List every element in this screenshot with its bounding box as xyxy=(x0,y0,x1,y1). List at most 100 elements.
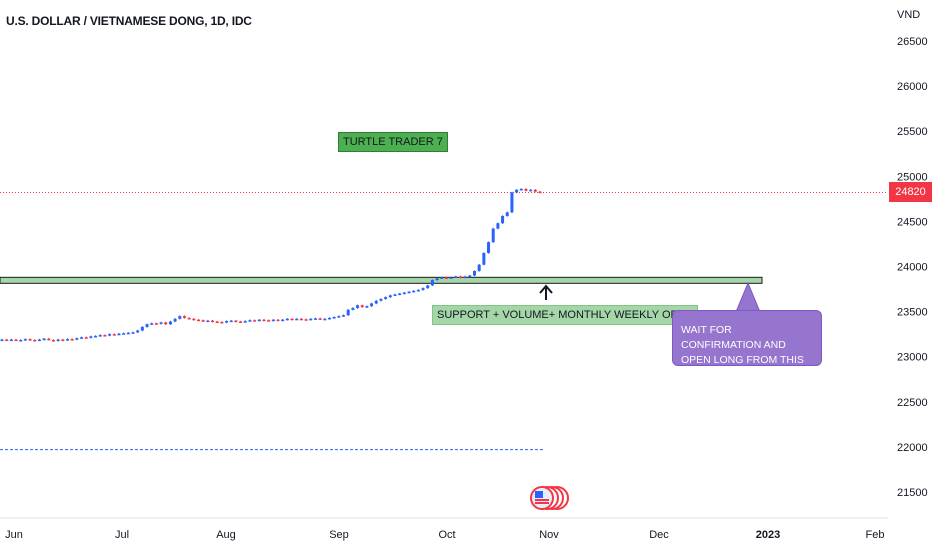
y-tick-label: 23000 xyxy=(897,352,928,364)
candle-body xyxy=(515,189,519,193)
x-tick-label: Feb xyxy=(866,529,885,541)
candle-body xyxy=(23,339,27,341)
x-tick-label: 2023 xyxy=(756,529,780,541)
candle-body xyxy=(267,320,271,322)
candle-body xyxy=(323,318,327,321)
candle-body xyxy=(496,223,500,229)
candle-body xyxy=(248,320,252,322)
candle-body xyxy=(262,319,266,322)
candle-body xyxy=(487,242,491,253)
time-axis[interactable]: Jun Jul Aug Sep Oct Nov Dec 2023 Feb xyxy=(0,517,888,541)
up-arrow xyxy=(539,284,553,300)
candle-body xyxy=(538,191,542,194)
price-axis[interactable]: 21500 22000 22500 23000 23500 24000 24500 25000… xyxy=(897,36,928,499)
candle-body xyxy=(257,319,261,322)
candle-body xyxy=(351,307,355,310)
candle-body xyxy=(108,334,112,336)
candle-body xyxy=(136,330,140,333)
candle-body xyxy=(435,278,439,281)
candle-body xyxy=(75,338,79,340)
candle-body xyxy=(416,289,420,292)
turtle-trader-label[interactable]: TURTLE TRADER 7 xyxy=(338,132,448,152)
candle-body xyxy=(61,339,65,342)
candle-body xyxy=(290,318,294,321)
candle-body xyxy=(84,337,88,339)
candle-body xyxy=(112,334,116,336)
candle-body xyxy=(173,318,177,322)
candle-body xyxy=(70,339,74,341)
x-tick-label: Aug xyxy=(216,529,236,541)
candle-body xyxy=(201,320,205,322)
candle-body xyxy=(253,320,257,322)
candle-body xyxy=(131,332,135,334)
candle-body xyxy=(37,339,41,342)
x-tick-label: Jun xyxy=(5,529,23,541)
candle-body xyxy=(299,318,303,321)
candle-body xyxy=(42,338,46,341)
y-tick-label: 22000 xyxy=(897,442,928,454)
candle-body xyxy=(440,277,444,279)
candle-body xyxy=(182,316,186,318)
y-tick-label: 21500 xyxy=(897,487,928,499)
candle-body xyxy=(342,315,346,317)
candle-body xyxy=(491,228,495,243)
candle-body xyxy=(482,252,486,265)
support-zone xyxy=(0,276,763,284)
candle-body xyxy=(234,320,238,323)
candle-body xyxy=(332,317,336,319)
event-flags-icon[interactable] xyxy=(530,486,569,510)
support-label[interactable]: SUPPORT + VOLUME+ MONTHLY WEEKLY OPEN xyxy=(432,305,699,325)
candle-body xyxy=(145,324,149,327)
candle-body xyxy=(140,326,144,331)
candle-body xyxy=(154,323,158,325)
x-tick-label: Sep xyxy=(329,529,349,541)
y-tick-label: 23500 xyxy=(897,307,928,319)
candle-body xyxy=(337,316,341,318)
candle-body xyxy=(0,339,4,342)
candle-body xyxy=(477,264,481,272)
candle-body xyxy=(271,319,275,322)
y-tick-label: 26000 xyxy=(897,81,928,93)
candle-body xyxy=(28,339,32,341)
y-tick-label: 22500 xyxy=(897,397,928,409)
candle-body xyxy=(187,317,191,320)
candle-body xyxy=(449,277,453,279)
candle-body xyxy=(211,320,215,323)
candle-body xyxy=(501,215,505,224)
candle-body xyxy=(14,339,18,342)
candle-body xyxy=(159,322,163,324)
candle-body xyxy=(33,340,37,342)
candle-body xyxy=(468,275,472,278)
candle-body xyxy=(178,316,182,319)
confirmation-callout[interactable]: WAIT FOR CONFIRMATION AND OPEN LONG FROM… xyxy=(672,310,822,381)
candle-body xyxy=(356,305,360,308)
candle-body xyxy=(215,321,219,324)
candle-body xyxy=(318,318,322,320)
candle-body xyxy=(519,188,523,191)
candle-body xyxy=(276,319,280,322)
candle-body xyxy=(103,335,107,337)
candle-body xyxy=(19,340,23,342)
candle-body xyxy=(365,306,369,308)
candle-body xyxy=(65,339,69,341)
candles xyxy=(0,188,542,342)
candle-body xyxy=(192,318,196,321)
x-tick-label: Jul xyxy=(115,529,129,541)
candle-body xyxy=(346,309,350,316)
last-price-badge: 24820 xyxy=(889,182,932,202)
price-unit: VND xyxy=(897,9,921,21)
candle-body xyxy=(421,288,425,290)
candle-body xyxy=(463,276,467,278)
callout-pointer xyxy=(735,281,761,313)
candle-body xyxy=(98,335,102,337)
candle-body xyxy=(393,294,397,296)
candle-body xyxy=(56,339,60,342)
candle-body xyxy=(473,271,477,276)
candle-body xyxy=(122,333,126,335)
candle-body xyxy=(225,321,229,323)
candle-body xyxy=(168,321,172,325)
candle-body xyxy=(454,276,458,278)
candle-body xyxy=(379,298,383,301)
candle-body xyxy=(51,340,55,342)
